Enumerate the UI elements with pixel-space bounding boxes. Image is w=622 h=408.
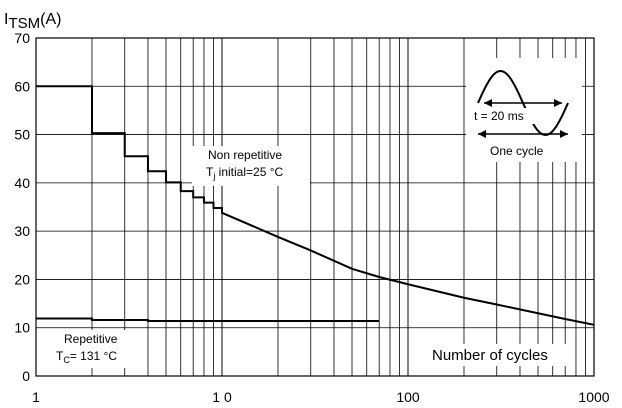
series-line-non-repetitive bbox=[36, 85, 595, 326]
non-repetitive-condition: Tj initial=25 °C bbox=[206, 165, 284, 181]
repetitive-label: Repetitive bbox=[64, 332, 118, 346]
repetitive-condition: TC= 131 °C bbox=[56, 349, 117, 365]
y-tick-label: 0 bbox=[22, 368, 30, 384]
y-tick-label: 70 bbox=[14, 30, 30, 46]
waveform-inset: t = 20 ms One cycle bbox=[466, 58, 582, 162]
x-axis-label-bg bbox=[430, 344, 570, 366]
y-tick-label: 30 bbox=[14, 223, 30, 239]
arrowhead-cycle-left bbox=[478, 130, 486, 138]
x-tick-label: 1 bbox=[32, 389, 40, 405]
y-tick-label: 20 bbox=[14, 271, 30, 287]
t-label-bg bbox=[472, 108, 554, 124]
grid bbox=[36, 38, 594, 376]
plot-frame bbox=[35, 37, 595, 377]
arrowhead-left bbox=[484, 99, 492, 107]
non-repetitive-label-bg bbox=[192, 146, 310, 186]
y-tick-label: 10 bbox=[14, 320, 30, 336]
repetitive-label-bg bbox=[52, 330, 144, 368]
x-tick-labels: 1 1 0 100 1000 bbox=[32, 389, 610, 405]
arrowhead-cycle-right bbox=[560, 130, 568, 138]
y-axis-label: ITSM(A) bbox=[4, 11, 61, 32]
y-tick-label: 40 bbox=[14, 175, 30, 191]
arrowhead-right bbox=[554, 99, 562, 107]
series-group bbox=[36, 85, 595, 326]
x-tick-label: 1000 bbox=[578, 389, 609, 405]
x-axis-label: Number of cycles bbox=[432, 347, 548, 364]
y-tick-label: 50 bbox=[14, 127, 30, 143]
y-tick-labels: 0 10 20 30 40 50 60 70 bbox=[14, 30, 30, 384]
non-repetitive-label: Non repetitive bbox=[208, 148, 282, 162]
x-tick-label: 100 bbox=[396, 389, 420, 405]
one-cycle-label: One cycle bbox=[490, 144, 544, 158]
t-label: t = 20 ms bbox=[474, 109, 524, 123]
y-tick-label: 60 bbox=[14, 78, 30, 94]
x-tick-label: 1 0 bbox=[212, 389, 232, 405]
series-line-repetitive bbox=[36, 317, 380, 322]
